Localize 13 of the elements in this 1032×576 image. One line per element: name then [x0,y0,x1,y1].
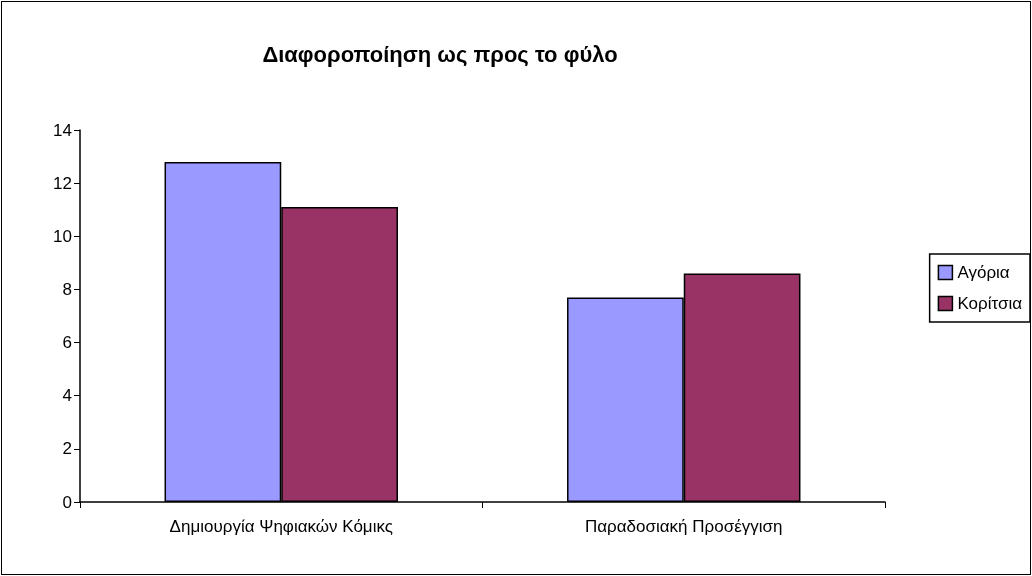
y-tick-label: 6 [62,333,72,353]
y-tick-label: 10 [53,226,72,246]
y-tick-label: 2 [62,439,72,459]
y-tick-label: 8 [62,279,72,299]
x-tick-label: Δημιουργία Ψηφιακών Κόμικς [169,517,393,536]
x-tick-label: Παραδοσιακή Προσέγγιση [585,517,783,536]
y-tick-label: 4 [62,386,72,406]
y-tick-label: 14 [53,120,72,140]
legend-label: Κορίτσια [957,294,1023,313]
y-tick-label: 12 [53,173,72,193]
y-tick-label: 0 [62,492,72,512]
legend-label: Αγόρια [957,263,1010,282]
chart-title: Διαφοροποίηση ως προς το φύλο [262,41,618,67]
